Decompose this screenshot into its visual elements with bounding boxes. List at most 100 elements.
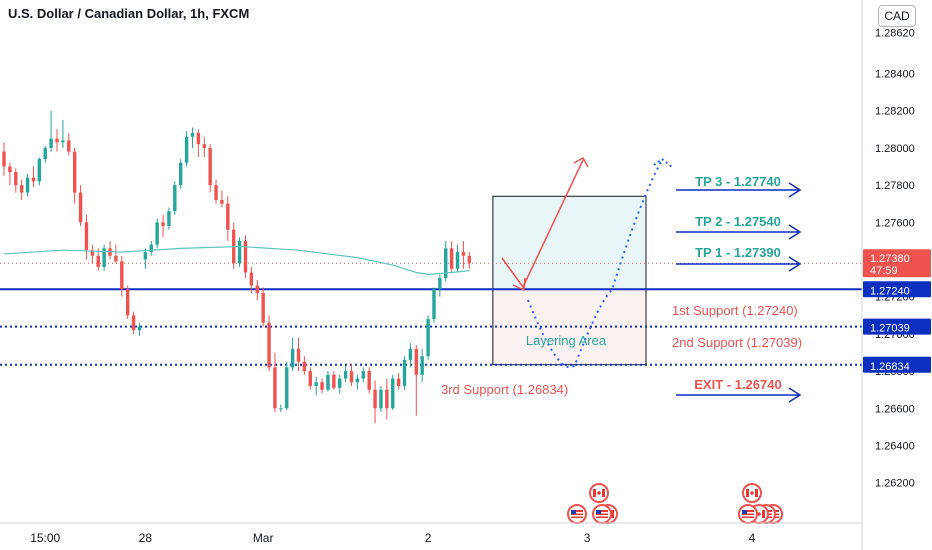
candle-body: [72, 151, 77, 193]
candle-body: [214, 185, 218, 200]
candle: [120, 255, 124, 297]
candle: [167, 207, 171, 230]
candle-body: [243, 240, 248, 273]
candle-body: [237, 240, 242, 264]
candle-body: [379, 389, 383, 409]
exit-arrow-head: [788, 387, 802, 403]
candle-body: [455, 252, 460, 269]
candle: [125, 285, 130, 320]
candle-body: [285, 367, 289, 409]
support2-label: 2nd Support (1.27039): [672, 335, 802, 350]
candle-body: [261, 292, 265, 323]
candle: [414, 345, 418, 416]
x-tick-label: 2: [425, 531, 432, 545]
candle: [161, 214, 165, 238]
candle-body: [326, 374, 330, 390]
candle-body: [361, 371, 365, 379]
candle-body: [155, 222, 159, 245]
candle: [55, 129, 59, 152]
flag-band: [602, 489, 605, 497]
candle: [114, 244, 118, 264]
candle: [455, 244, 460, 273]
candle: [19, 179, 24, 200]
candle-body: [349, 371, 354, 383]
candle-body: [149, 244, 153, 253]
flag-band: [746, 489, 749, 497]
candle: [373, 380, 377, 424]
candle-body: [226, 203, 230, 230]
support1-price-tag-bg: [863, 281, 931, 298]
layering-path-dotted: [527, 159, 663, 369]
candle: [214, 179, 218, 204]
candle: [102, 244, 106, 271]
candle: [420, 348, 424, 383]
maple-leaf-icon: [597, 491, 601, 495]
currency-button[interactable]: CAD: [878, 5, 916, 27]
candle: [96, 248, 100, 271]
candle: [391, 374, 395, 411]
candle: [237, 237, 242, 267]
candle: [308, 367, 312, 390]
candle-body: [19, 185, 24, 193]
y-tick-label: 1.28200: [875, 106, 915, 118]
candle: [155, 218, 159, 249]
maple-leaf-icon: [750, 491, 754, 495]
candle-body: [338, 378, 342, 388]
y-tick-label: 1.26600: [875, 403, 915, 415]
candle: [8, 162, 12, 186]
support1-price-tag: 1.27240: [863, 281, 931, 298]
candle: [208, 144, 212, 193]
support1-label: 1st Support (1.27240): [672, 303, 798, 318]
candle: [438, 274, 442, 297]
candle: [444, 240, 448, 282]
flag-stripe: [571, 515, 583, 517]
candle: [25, 173, 30, 197]
overlay-layer: TP 3 - 1.27740 TP 2 - 1.27540 TP 1 - 1.273…: [441, 156, 802, 524]
us-flag-icon: [742, 510, 754, 518]
candle: [361, 367, 365, 383]
candle-body: [96, 255, 100, 267]
candle: [202, 136, 206, 158]
candle: [290, 337, 295, 372]
candle: [78, 185, 83, 227]
candle-body: [196, 133, 201, 145]
candle-body: [314, 382, 318, 386]
candle-body: [267, 322, 271, 368]
candle: [267, 315, 271, 372]
candle-body: [184, 136, 189, 163]
layering-area-label: Layering Area: [526, 333, 607, 348]
candle: [296, 337, 301, 372]
flag-canton: [571, 510, 576, 514]
candle-body: [125, 289, 130, 316]
candle: [467, 252, 472, 269]
chart-title: U.S. Dollar / Canadian Dollar, 1h, FXCM: [8, 6, 250, 21]
event-icon-us-1: [567, 504, 587, 524]
event-icon-ca-1: [589, 483, 609, 503]
candle: [402, 356, 407, 390]
candle: [408, 343, 413, 368]
candle: [261, 287, 265, 327]
flag-stripe: [596, 515, 608, 517]
candle: [249, 266, 254, 293]
projected-up-arrow: [501, 159, 584, 289]
layering-path-arrowhead: [653, 157, 673, 168]
candle-body: [385, 389, 389, 409]
candle-body: [120, 261, 124, 290]
event-icon-us-2: [592, 504, 612, 524]
candle-body: [296, 348, 301, 362]
candles-layer: [2, 110, 472, 424]
candle-body: [190, 133, 195, 137]
maple-leaf-icon: [757, 512, 761, 516]
candle-body: [320, 382, 324, 390]
tp-zone-box: [492, 195, 647, 290]
candle-body: [25, 177, 30, 193]
candle-body: [143, 252, 148, 260]
candle-body: [290, 348, 295, 368]
candle: [196, 129, 201, 158]
y-tick-label: 1.28400: [875, 69, 915, 81]
candle: [37, 157, 42, 186]
flag-band: [755, 489, 758, 497]
flag-stripe: [742, 515, 754, 517]
